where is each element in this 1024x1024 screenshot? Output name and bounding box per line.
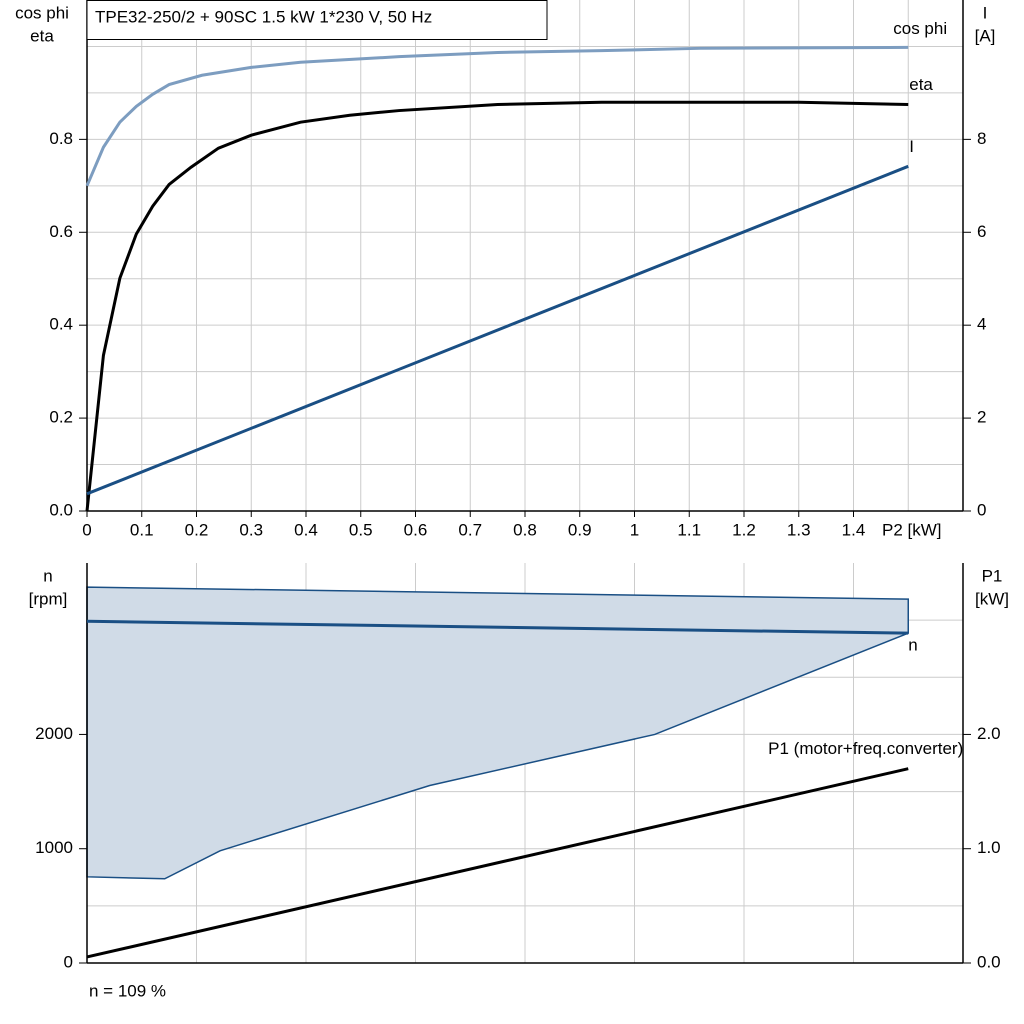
x-tick-label: 0.2 — [185, 520, 209, 539]
y-tick-label: 1000 — [35, 838, 73, 857]
x-tick-label: 0.8 — [513, 520, 537, 539]
y-tick-label: 2000 — [35, 724, 73, 743]
y2-axis-label: [kW] — [975, 589, 1009, 608]
x-tick-label: 0.7 — [458, 520, 482, 539]
x-tick-label: 1 — [630, 520, 639, 539]
series-line — [86, 619, 909, 635]
operating-range — [86, 586, 909, 880]
x-tick-label: 0.9 — [568, 520, 592, 539]
y-axis-label: eta — [30, 26, 54, 45]
y-tick-label: 0.0 — [49, 500, 73, 519]
chart-title: TPE32-250/2 + 90SC 1.5 kW 1*230 V, 50 Hz — [95, 7, 432, 26]
y2-tick-label: 1.0 — [977, 838, 1001, 857]
x-tick-label: 1.4 — [842, 520, 866, 539]
title-box — [86, 0, 548, 40]
y2-axis-label: P1 — [982, 566, 1003, 585]
series-label: I — [909, 137, 914, 156]
y2-tick-label: 6 — [977, 222, 986, 241]
y-tick-label: 0.2 — [49, 408, 73, 427]
x-tick-label: 1.2 — [732, 520, 756, 539]
y2-tick-label: 2.0 — [977, 724, 1001, 743]
y-tick-label: 0.6 — [49, 222, 73, 241]
footnote: n = 109 % — [89, 981, 166, 1000]
y-axis-label: cos phi — [15, 3, 69, 22]
y2-tick-label: 0.0 — [977, 952, 1001, 971]
series-label: n — [908, 636, 917, 655]
x-tick-label: 1.3 — [787, 520, 811, 539]
series-label: eta — [909, 75, 933, 94]
x-tick-label: 0.1 — [130, 520, 154, 539]
y-axis-label: [rpm] — [29, 589, 68, 608]
series-line — [85, 45, 909, 187]
series-line — [85, 100, 909, 512]
y-tick-label: 0 — [64, 952, 73, 971]
x-tick-label: 0.6 — [404, 520, 428, 539]
x-axis-label: P2 [kW] — [882, 520, 942, 539]
x-tick-label: 0.5 — [349, 520, 373, 539]
y-tick-label: 0.8 — [49, 129, 73, 148]
x-tick-label: 0.3 — [239, 520, 263, 539]
y-axis-label: n — [43, 566, 52, 585]
x-tick-label: 0 — [82, 520, 91, 539]
y2-tick-label: 4 — [977, 315, 986, 334]
series-line — [86, 164, 909, 496]
y2-tick-label: 2 — [977, 408, 986, 427]
series-label: cos phi — [893, 19, 947, 38]
y2-tick-label: 8 — [977, 129, 986, 148]
y-tick-label: 0.4 — [49, 315, 73, 334]
x-tick-label: 1.1 — [677, 520, 701, 539]
y2-tick-label: 0 — [977, 500, 986, 519]
y2-axis-label: I — [983, 3, 988, 22]
x-tick-label: 0.4 — [294, 520, 318, 539]
series-label: P1 (motor+freq.converter) — [768, 739, 963, 758]
series-line — [86, 767, 909, 959]
y2-axis-label: [A] — [975, 26, 996, 45]
